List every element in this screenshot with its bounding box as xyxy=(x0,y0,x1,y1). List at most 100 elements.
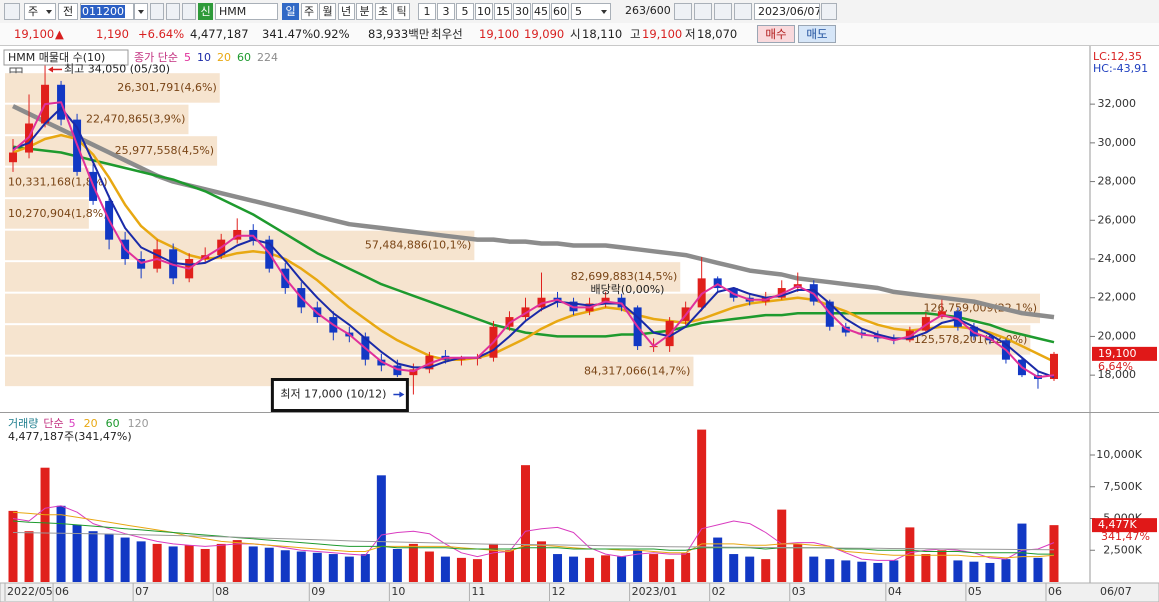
x-tick-label: 04 xyxy=(888,585,902,598)
period-button[interactable]: 년 xyxy=(337,3,355,20)
interval-button[interactable]: 1 xyxy=(418,3,436,20)
x-tick-label: 11 xyxy=(471,585,485,598)
volume-bar xyxy=(520,465,530,582)
tool-icon[interactable] xyxy=(150,3,164,20)
period-button[interactable]: 초 xyxy=(374,3,392,20)
volume-bar xyxy=(617,556,627,582)
interval-button[interactable]: 5 xyxy=(456,3,474,20)
period-button-text: 년 xyxy=(340,5,352,18)
tool-icon[interactable] xyxy=(714,3,732,20)
x-tick-label: 08 xyxy=(215,585,229,598)
volume-bar xyxy=(296,551,306,582)
count-input-text: 263 xyxy=(625,4,646,17)
volume-bar xyxy=(553,554,563,582)
dropdown-arrow xyxy=(138,10,144,14)
buy-button-text: 매수 xyxy=(765,27,787,41)
tool-icon[interactable] xyxy=(182,3,196,20)
last-volume-ratio: 341,47% xyxy=(1101,530,1150,543)
x-tick-label: 12 xyxy=(552,585,566,598)
volume-bar xyxy=(504,550,514,582)
interval-button[interactable]: 30 xyxy=(513,3,531,20)
period-button-text: 월 xyxy=(322,5,333,18)
interval-button[interactable]: 60 xyxy=(551,3,569,20)
last-change-label: 6,64% xyxy=(1098,360,1133,373)
candle-body xyxy=(9,152,18,163)
quote-turnover-text: 0.92% xyxy=(313,27,350,41)
tool-icon[interactable] xyxy=(694,3,712,20)
volume-bar xyxy=(697,429,707,582)
code-input-text: 011200 xyxy=(81,5,125,18)
code-input[interactable]: 011200 xyxy=(80,3,134,20)
volume-bar xyxy=(537,541,547,582)
period-button[interactable]: 주 xyxy=(300,3,318,20)
quote-amount-text: 83,933백만 xyxy=(368,27,430,41)
sell-button-text: 매도 xyxy=(806,27,828,41)
y-tick-label: 30,000 xyxy=(1098,136,1137,149)
volume-bar xyxy=(264,547,274,582)
quote-price-text: 19,100 xyxy=(14,27,55,41)
volume-bar xyxy=(280,550,290,582)
x-axis-band xyxy=(0,582,1159,602)
tool-icon[interactable] xyxy=(734,3,752,20)
market-select[interactable]: 주 xyxy=(24,3,56,20)
quote-volume-text: 4,477,187 xyxy=(190,27,249,41)
date-input-text: 2023/06/07 xyxy=(758,5,820,18)
volume-bar xyxy=(745,556,755,582)
count-select[interactable]: 5 xyxy=(571,3,611,20)
volume-bar xyxy=(216,543,226,582)
interval-button[interactable]: 10 xyxy=(475,3,493,20)
volume-profile-label: 10,270,904(1,8%) xyxy=(8,207,108,220)
last-price-box xyxy=(1092,346,1157,361)
interval-button[interactable]: 15 xyxy=(494,3,512,20)
interval-button[interactable]: 45 xyxy=(532,3,550,20)
count-max-text: /600 xyxy=(646,4,670,17)
mode-button[interactable]: 전 xyxy=(58,3,78,20)
count-max: /600 xyxy=(646,3,670,20)
volume-bar xyxy=(456,557,466,582)
new-badge[interactable]: 신 xyxy=(198,3,213,20)
period-button[interactable]: 일 xyxy=(282,3,299,20)
period-button[interactable]: 월 xyxy=(319,3,336,20)
volume-bar xyxy=(104,533,114,582)
volume-bar xyxy=(665,559,675,582)
volume-bar xyxy=(889,560,899,582)
volume-bar xyxy=(40,467,50,582)
quote-change-text: 1,190 xyxy=(96,27,129,41)
name-input[interactable]: HMM xyxy=(215,3,278,20)
x-tick-label: 09 xyxy=(311,585,325,598)
volume-profile-layer xyxy=(5,73,1040,387)
legend-entry: 60 xyxy=(237,51,251,64)
ma-line xyxy=(12,520,1054,555)
volume-bar xyxy=(969,561,979,582)
quote-low-label: 저 xyxy=(685,26,696,42)
y-tick-label: 10,000K xyxy=(1096,448,1142,461)
y-tick-label: 7,500K xyxy=(1103,480,1142,493)
code-dropdown[interactable] xyxy=(134,3,148,20)
x-tick-label: 02 xyxy=(712,585,726,598)
volume-bar xyxy=(1049,525,1059,582)
volume-bar xyxy=(569,556,579,582)
date-input[interactable]: 2023/06/07 xyxy=(754,3,820,20)
low-annotation-box xyxy=(270,378,409,413)
volume-bar xyxy=(793,543,803,582)
y-tick-label: 22,000 xyxy=(1098,291,1137,304)
calendar-icon[interactable] xyxy=(821,3,837,20)
x-tick-label: 2022/05 xyxy=(7,585,53,598)
tool-icon[interactable] xyxy=(674,3,692,20)
window-icon[interactable] xyxy=(4,3,20,20)
volume-bar xyxy=(184,545,194,582)
volume-bar xyxy=(312,552,322,582)
legend-entry: 224 xyxy=(257,51,278,64)
period-button[interactable]: 분 xyxy=(356,3,373,20)
buy-button[interactable]: 매수 xyxy=(757,25,795,43)
candle-body xyxy=(1049,353,1058,380)
period-button-text: 분 xyxy=(359,5,370,18)
tool-icon[interactable] xyxy=(166,3,180,20)
volume-bar xyxy=(1001,559,1011,582)
interval-button-text: 45 xyxy=(534,5,548,18)
interval-button[interactable]: 3 xyxy=(437,3,455,20)
plot-layer: 26,301,791(4,6%) 22,470,865(3,9%) 25,977,5… xyxy=(3,49,1157,601)
sell-button[interactable]: 매도 xyxy=(798,25,836,43)
volume-bar xyxy=(136,541,146,582)
period-button[interactable]: 틱 xyxy=(393,3,410,20)
